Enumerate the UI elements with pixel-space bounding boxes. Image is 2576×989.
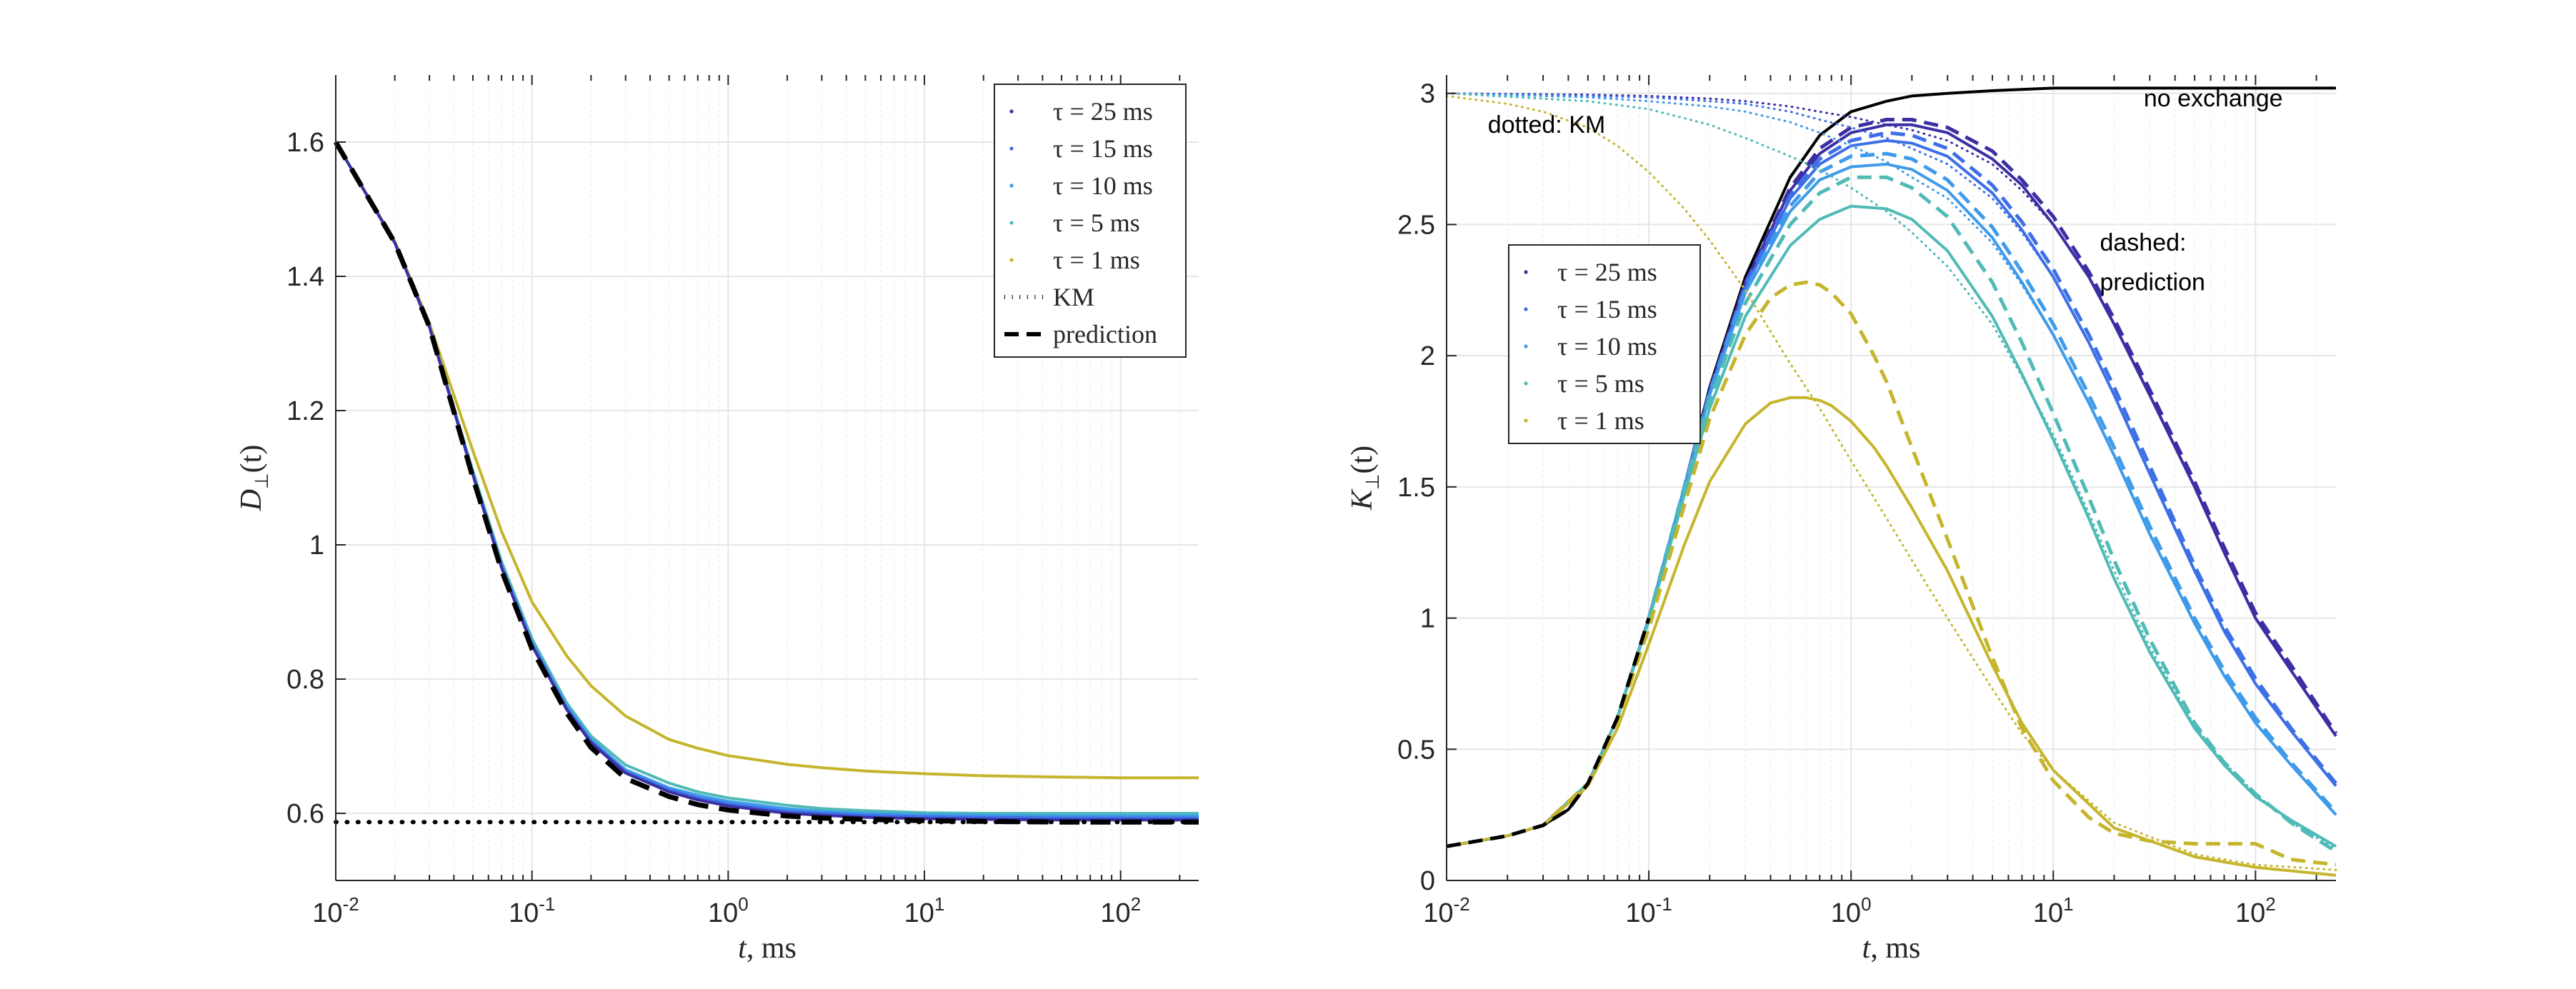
legend-label: prediction	[1053, 320, 1157, 348]
left-chart-d-perp: 10-2 10-1 100 101 102 0.6 0.8 1 1.2 1.4 1.6 t, ms D⊥…	[235, 75, 1201, 965]
legend-box	[1508, 244, 1701, 444]
legend-label: τ = 5 ms	[1053, 209, 1140, 237]
legend-label: τ = 25 ms	[1053, 97, 1153, 126]
legend-label: τ = 25 ms	[1557, 258, 1657, 286]
legend-box	[994, 84, 1187, 358]
legend-marker	[1009, 258, 1014, 262]
x-tick-label: 10-2	[1423, 893, 1469, 928]
x-tick-label: 10-1	[1625, 893, 1672, 928]
right-chart-k-perp: 10-2 10-1 100 101 102 0 0.5 1 1.5 2 2.5 3 t, ms K⊥(t)…	[1346, 75, 2338, 965]
series-line-dotted	[1445, 94, 2337, 871]
y-axis-label: K⊥(t)	[1346, 446, 1383, 511]
legend-marker	[1524, 418, 1528, 423]
series-group	[1445, 86, 2338, 877]
x-tick-label: 101	[2033, 893, 2074, 928]
legend: τ = 25 ms τ = 15 ms τ = 10 ms τ = 5 ms τ = 1…	[994, 84, 1187, 358]
series-line-dashed	[1446, 617, 1651, 848]
annotation-text: dotted: KM	[1488, 111, 1605, 139]
series-line-dotted	[1445, 92, 2337, 738]
legend-label: τ = 10 ms	[1053, 171, 1153, 200]
series-line-dotted	[1445, 92, 2337, 816]
legend-label: τ = 15 ms	[1053, 134, 1153, 163]
legend-label: τ = 5 ms	[1557, 369, 1644, 398]
grid	[1446, 75, 2336, 881]
y-tick-label: 1	[1420, 604, 1435, 634]
series-group	[333, 141, 1201, 825]
y-tick-label: 1.2	[286, 396, 324, 426]
legend-label: τ = 1 ms	[1053, 246, 1140, 274]
legend-marker	[1524, 344, 1528, 348]
series-line-solid	[334, 141, 1199, 780]
annotation-text: prediction	[2100, 268, 2205, 296]
legend-marker	[1524, 307, 1528, 311]
legend-label: τ = 10 ms	[1557, 332, 1657, 361]
y-tick-label: 1.5	[1397, 473, 1435, 503]
y-tick-label: 3	[1420, 79, 1435, 109]
x-tick-label: 100	[1831, 893, 1872, 928]
y-tick-label: 2.5	[1397, 210, 1435, 240]
y-tick-label: 0.6	[286, 799, 324, 829]
legend-marker	[1009, 146, 1014, 151]
series-line-solid	[1446, 396, 2337, 877]
x-axis-label: t, ms	[1862, 932, 1921, 965]
y-tick-label: 0.8	[286, 665, 324, 695]
series-line-solid	[1446, 86, 2336, 848]
series-line-dashed	[1446, 280, 2337, 867]
legend-marker	[1009, 221, 1014, 225]
y-tick-label: 0	[1420, 866, 1435, 896]
y-axis-label: D⊥(t)	[235, 445, 272, 512]
x-tick-label: 102	[2235, 893, 2276, 928]
y-tick-label: 0.5	[1397, 735, 1435, 765]
legend: τ = 25 ms τ = 15 ms τ = 10 ms τ = 5 ms τ = 1…	[1508, 244, 1701, 444]
series-line-dotted	[1445, 92, 2337, 788]
annotation-text: dashed:	[2100, 229, 2186, 256]
x-tick-label: 10-1	[509, 893, 555, 928]
y-tick-label: 1.4	[286, 262, 324, 292]
x-tick-label: 102	[1100, 893, 1141, 928]
legend-marker	[1524, 270, 1528, 274]
legend-label: KM	[1053, 283, 1094, 311]
y-tick-label: 1	[309, 531, 324, 561]
x-tick-label: 101	[904, 893, 945, 928]
legend-label: τ = 1 ms	[1557, 406, 1644, 435]
legend-marker	[1009, 109, 1014, 114]
legend-label: τ = 15 ms	[1557, 295, 1657, 323]
legend-marker	[1524, 381, 1528, 386]
y-tick-label: 1.6	[286, 128, 324, 158]
x-axis-label: t, ms	[738, 932, 797, 965]
annotation-text: no exchange	[2144, 85, 2283, 112]
legend-marker	[1009, 184, 1014, 188]
y-tick-label: 2	[1420, 341, 1435, 371]
x-tick-label: 100	[708, 893, 749, 928]
x-tick-label: 10-2	[312, 893, 359, 928]
